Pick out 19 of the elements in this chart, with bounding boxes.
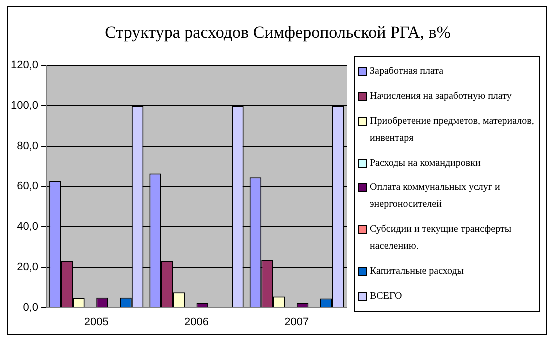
y-tick-label: 40,0	[17, 221, 39, 234]
legend-label: ВСЕГО	[370, 290, 402, 304]
legend-label: Приобретение предметов, материалов, инвентаря	[370, 114, 536, 146]
legend-label: Начисления на заработную плату	[370, 90, 512, 104]
chart-title: Структура расходов Симферопольской РГА, в%	[104, 23, 452, 43]
y-tick-label: 20,0	[17, 261, 39, 274]
y-tick-label: 80,0	[17, 140, 39, 152]
legend-label: Субсидии и текущие трансферты населению.	[370, 223, 513, 254]
legend-label: Заработная плата	[370, 65, 444, 79]
y-tick-label: 0,0	[23, 302, 39, 314]
y-tick-label: 100,0	[10, 100, 39, 112]
x-tick-label: 2005	[84, 316, 109, 328]
y-tick-label: 60,0	[17, 180, 39, 193]
x-tick-label: 2006	[184, 316, 210, 328]
x-tick-label: 2007	[284, 316, 310, 328]
legend-label: Расходы на командировки	[370, 156, 481, 171]
legend-label: Оплата коммунальных услуг и энергоносителей	[370, 181, 502, 212]
legend-label: Капитальные расходы	[370, 265, 464, 280]
y-tick-label: 120,0	[10, 60, 39, 72]
